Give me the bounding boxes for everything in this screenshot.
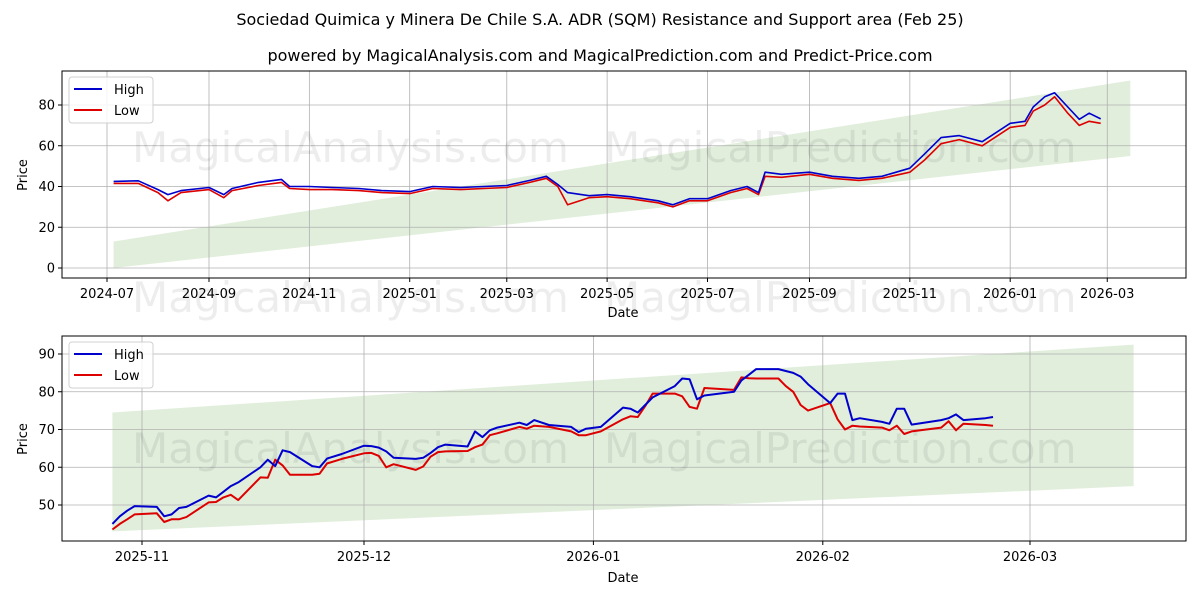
y-axis-label: Price [16, 159, 31, 191]
watermark: MagicalAnalysis.com [132, 424, 569, 473]
low-series-line [113, 96, 1101, 208]
chart-subtitle: powered by MagicalAnalysis.com and Magic… [267, 46, 933, 65]
legend-high-label: High [114, 83, 144, 98]
x-axis-label: Date [607, 571, 638, 586]
y-axis: 0 20 40 60 80 [38, 99, 62, 277]
x-tick-label: 2025-03 [480, 287, 534, 302]
high-series-line [113, 92, 1102, 206]
x-tick-label: 2026-01 [983, 287, 1037, 302]
chart-title: Sociedad Quimica y Minera De Chile S.A. … [236, 10, 964, 29]
x-tick-label: 2026-03 [1080, 287, 1134, 302]
y-tick-label: 20 [38, 221, 55, 236]
x-tick-label: 2026-01 [566, 550, 620, 565]
y-tick-label: 70 [38, 423, 55, 438]
legend: High Low [68, 76, 154, 124]
x-tick-label: 2026-03 [1003, 550, 1057, 565]
x-tick-label: 2025-11 [883, 287, 937, 302]
x-axis-label: Date [607, 306, 638, 321]
support-resistance-band [113, 80, 1131, 268]
x-tick-label: 2024-11 [282, 287, 336, 302]
plot-frame [61, 335, 1187, 542]
support-resistance-band [112, 344, 1134, 532]
low-series-line [111, 376, 994, 531]
y-tick-label: 40 [38, 180, 55, 195]
x-tick-label: 2024-09 [182, 287, 236, 302]
x-axis: 2025-11 2025-12 2026-01 2026-02 2026-03 [115, 541, 1057, 565]
high-series-line [111, 368, 994, 525]
legend-low-label: Low [114, 104, 140, 119]
y-tick-label: 90 [38, 348, 55, 363]
legend: High Low [68, 341, 154, 389]
x-tick-label: 2025-01 [383, 287, 437, 302]
y-tick-label: 0 [47, 262, 55, 277]
x-tick-label: 2025-11 [115, 550, 169, 565]
watermark: MagicalAnalysis.com [132, 123, 569, 172]
top-chart: MagicalAnalysis.com MagicalPrediction.co… [16, 70, 1187, 322]
plot-frame [61, 70, 1187, 279]
legend-high-label: High [114, 348, 144, 363]
y-tick-label: 60 [38, 461, 55, 476]
grid-lines [62, 336, 1186, 541]
watermark: MagicalPrediction.com [604, 424, 1077, 473]
x-tick-label: 2025-07 [680, 287, 734, 302]
x-tick-label: 2026-02 [796, 550, 850, 565]
x-tick-label: 2025-12 [337, 550, 391, 565]
legend-low-label: Low [114, 369, 140, 384]
watermark: MagicalPrediction.com [604, 273, 1077, 322]
x-tick-label: 2025-05 [580, 287, 634, 302]
y-tick-label: 80 [38, 99, 55, 114]
x-axis: 2024-07 2024-09 2024-11 2025-01 2025-03 2025-… [80, 278, 1134, 302]
watermark: MagicalAnalysis.com [132, 273, 569, 322]
y-axis: 50 60 70 80 90 [38, 348, 62, 514]
y-tick-label: 80 [38, 385, 55, 400]
x-tick-label: 2024-07 [80, 287, 134, 302]
y-tick-label: 50 [38, 499, 55, 514]
y-tick-label: 60 [38, 139, 55, 154]
y-axis-label: Price [16, 423, 31, 455]
bottom-chart: MagicalAnalysis.com MagicalPrediction.co… [16, 335, 1187, 586]
x-tick-label: 2025-09 [782, 287, 836, 302]
